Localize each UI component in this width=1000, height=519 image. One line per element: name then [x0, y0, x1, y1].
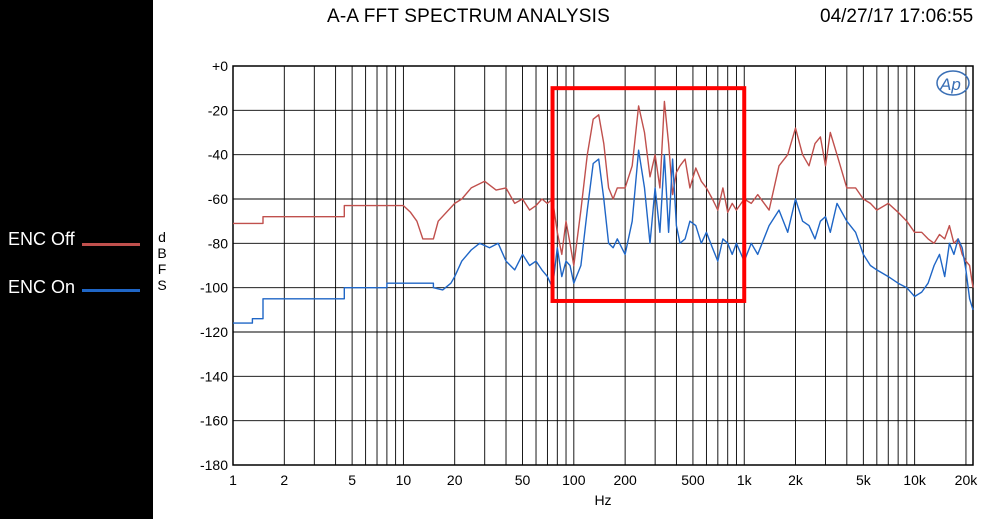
highlight-box — [550, 86, 747, 303]
y-axis-label-letter: B — [157, 245, 166, 261]
x-tick-label: 10k — [903, 472, 927, 488]
x-axis-label: Hz — [594, 492, 611, 508]
x-tick-label: 20k — [955, 472, 979, 488]
x-tick-label: 50 — [515, 472, 531, 488]
x-tick-label: 2 — [280, 472, 288, 488]
y-tick-label: -40 — [208, 147, 228, 163]
x-tick-label: 5 — [348, 472, 356, 488]
x-tick-label: 5k — [856, 472, 872, 488]
y-tick-label: -100 — [200, 280, 228, 296]
x-tick-label: 20 — [447, 472, 463, 488]
ap-logo-ring — [936, 70, 970, 96]
y-tick-label: -180 — [200, 457, 228, 473]
y-tick-label: +0 — [212, 58, 228, 74]
x-tick-label: 10 — [396, 472, 412, 488]
legend-label-enc-on: ENC On — [8, 277, 76, 297]
series-layer — [233, 100, 974, 324]
legend-swatch-enc-on — [82, 289, 140, 292]
x-tick-label: 1 — [229, 472, 237, 488]
ap-logo-text: Ap — [939, 75, 961, 94]
legend-label-enc-off: ENC Off — [8, 229, 75, 249]
x-tick-label: 2k — [788, 472, 804, 488]
x-tick-label: 500 — [681, 472, 705, 488]
series-line-enc-on — [233, 149, 974, 324]
chart-title: A-A FFT SPECTRUM ANALYSIS — [327, 6, 611, 27]
timestamp: 04/27/17 17:06:55 — [820, 6, 974, 27]
y-tick-label: -20 — [208, 102, 228, 118]
y-tick-label: -80 — [208, 235, 228, 251]
y-tick-label: -60 — [208, 191, 228, 207]
y-axis-label-letter: d — [158, 229, 166, 245]
x-tick-label: 1k — [737, 472, 753, 488]
y-tick-label: -120 — [200, 324, 228, 340]
y-axis-label-letter: F — [158, 261, 167, 277]
y-axis-label-letter: S — [157, 277, 166, 293]
plot-area — [232, 65, 974, 466]
y-tick-label: -140 — [200, 368, 228, 384]
x-tick-label: 100 — [562, 472, 586, 488]
x-tick-labels: 1 2 5 10 20 50 100 200 500 1k 2k 5k 10k 20k — [229, 472, 978, 488]
y-tick-labels: +0 -20 -40 -60 -80 -100 -120 -140 -160 -180 — [200, 58, 228, 473]
series-line-enc-off — [233, 100, 974, 288]
y-tick-label: -160 — [200, 413, 228, 429]
ap-logo: Ap — [936, 70, 970, 96]
legend-swatch-enc-off — [82, 243, 140, 246]
x-tick-label: 200 — [613, 472, 637, 488]
